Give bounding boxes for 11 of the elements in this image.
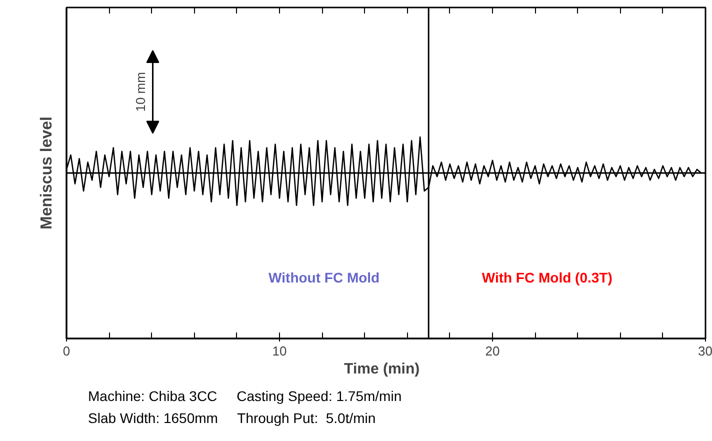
text: With FC Mold (0.3T) [482, 269, 612, 286]
text: 10 mm [132, 72, 148, 112]
x-tick-label: 0 [62, 344, 70, 358]
text: Slab Width: 1650mm Through Put: 5.0t/min [88, 410, 376, 426]
x-tick-label: 10 [272, 344, 287, 358]
y-axis-title: Meniscus level [38, 116, 56, 230]
text: Machine: Chiba 3CC Casting Speed: 1.75m/min [88, 388, 402, 404]
x-tick-label: 30 [698, 344, 712, 358]
x-tick-label: 20 [485, 344, 500, 358]
x-axis-title: Time (min) [344, 360, 420, 378]
text: Without FC Mold [268, 269, 380, 286]
